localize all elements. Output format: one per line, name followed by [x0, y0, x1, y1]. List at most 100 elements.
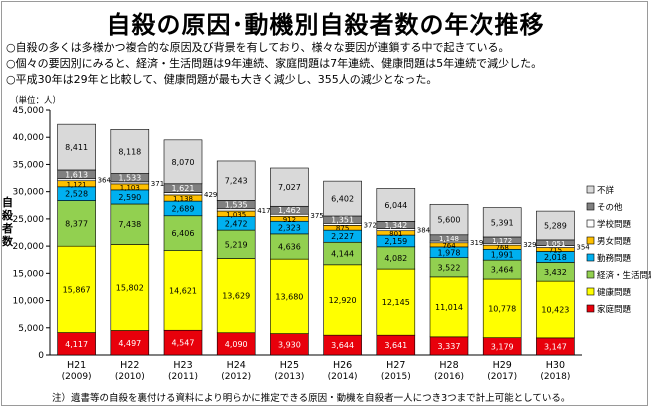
bar-segment [163, 139, 203, 185]
bar-segment [110, 129, 150, 174]
data-label: 14,621 [169, 286, 197, 295]
bar-segment [429, 276, 469, 338]
data-label: 3,644 [331, 341, 354, 350]
data-label: 2,472 [225, 219, 248, 228]
bar-segment [110, 330, 150, 356]
x-tick-label: (2009) [62, 372, 92, 382]
x-tick-label: H21 [67, 360, 86, 371]
summary-bullets: ○自殺の多くは多様かつ複合的な原因及び背景を有しており、様々な要因が連鎖する中で… [6, 40, 542, 88]
data-label: 7,243 [225, 177, 248, 186]
x-tick-label: (2011) [168, 372, 198, 382]
x-tick-label: H25 [280, 360, 299, 371]
data-label: 4,636 [278, 243, 301, 252]
data-label: 12,920 [329, 296, 357, 305]
data-label: 1,051 [545, 240, 565, 248]
data-label: 12,145 [382, 298, 410, 307]
data-label: 1,978 [438, 248, 461, 257]
x-tick-label: (2013) [274, 372, 304, 382]
bar-segment [323, 264, 362, 336]
x-tick-label: H30 [546, 360, 565, 371]
data-label: 5,289 [544, 222, 567, 231]
data-label: 1,342 [384, 221, 407, 230]
footnote: 注）遺書等の自殺を裏付ける資料により明らかに推定できる原因・動機を自殺者一人につ… [52, 393, 571, 404]
y-tick-label: 15,000 [13, 269, 45, 279]
bullet-2: ○個々の要因別にみると、経済・生活問題は9年連続、家庭問題は7年連続、健康問題は… [6, 57, 543, 70]
legend-swatch [586, 270, 595, 279]
data-label: 2,689 [172, 204, 195, 213]
bar-segment [57, 245, 96, 333]
data-label: 1,148 [439, 235, 459, 243]
x-tick-label: (2012) [221, 372, 251, 382]
data-label: 3,179 [491, 342, 514, 351]
x-tick-label: (2015) [381, 372, 411, 382]
legend-label: 男女問題 [597, 236, 632, 247]
data-label: 3,337 [438, 342, 461, 351]
bullet-1: ○自殺の多くは多様かつ複合的な原因及び背景を有しており、様々な要因が連鎖する中で… [6, 41, 510, 54]
data-label: 5,391 [491, 218, 514, 227]
bar-segment [270, 167, 309, 207]
data-label: 5,219 [225, 240, 248, 249]
bar-segment [110, 203, 150, 245]
legend-label: 学校問題 [597, 219, 632, 230]
data-label: 417 [257, 207, 270, 215]
data-label: 11,014 [435, 303, 463, 312]
bar-segment [163, 215, 203, 251]
data-label: 4,144 [331, 250, 354, 259]
data-label: 8,070 [172, 158, 195, 167]
page-title: 自殺の原因･動機別自殺者数の年次推移 [106, 11, 545, 39]
legend-swatch [586, 219, 595, 228]
legend-swatch [586, 304, 595, 313]
bar-segment [216, 229, 256, 259]
bar-segment [323, 180, 362, 217]
data-label: 6,044 [384, 201, 407, 210]
data-label: 8,411 [65, 143, 88, 152]
legend-label: その他 [597, 202, 623, 213]
data-label: 801 [389, 230, 402, 238]
data-label: 2,159 [384, 237, 407, 246]
bar-segment [536, 210, 575, 241]
legend-label: 家庭問題 [597, 304, 632, 315]
x-tick-label: (2018) [540, 372, 570, 382]
data-label: 375 [310, 212, 323, 220]
x-tick-label: (2016) [434, 372, 464, 382]
data-label: 6,402 [331, 195, 354, 204]
data-label: 13,680 [275, 292, 303, 301]
data-label: 2,590 [118, 193, 141, 202]
y-axis-label-char: 自 [2, 195, 13, 209]
data-label: 2,528 [65, 190, 88, 199]
x-tick-label: H22 [120, 360, 139, 371]
data-label: 319 [470, 239, 483, 247]
x-tick-label: (2017) [487, 372, 517, 382]
data-label: 2,018 [544, 253, 567, 262]
data-label: 768 [496, 244, 509, 252]
legend-swatch [586, 287, 595, 296]
data-label: 15,802 [116, 283, 144, 292]
y-tick-label: 10,000 [13, 297, 45, 307]
y-tick-label: 0 [38, 351, 44, 361]
y-axis-label-char: 者 [1, 221, 13, 235]
data-label: 354 [576, 244, 590, 252]
legend-swatch [586, 185, 595, 194]
data-label: 5,600 [438, 216, 461, 225]
bar-segment [376, 188, 416, 222]
bar-segment [482, 207, 522, 238]
data-label: 1,138 [173, 195, 193, 203]
bullet-3: ○平成30年は29年と比較して、健康問題が最も大きく減少し、355人の減少となっ… [6, 73, 438, 86]
data-label: 8,118 [118, 147, 141, 156]
data-label: 715 [549, 247, 562, 255]
legend-swatch [586, 202, 595, 211]
data-label: 15,867 [63, 285, 91, 294]
data-label: 1,351 [331, 216, 354, 225]
legend-label: 勤務問題 [597, 253, 632, 264]
data-label: 2,227 [331, 232, 354, 241]
data-label: 1,533 [118, 174, 141, 183]
data-label: 1,172 [492, 237, 512, 245]
data-label: 372 [364, 221, 377, 229]
data-label: 4,090 [225, 340, 248, 349]
x-tick-label: H23 [173, 360, 192, 371]
y-tick-label: 20,000 [13, 242, 45, 252]
x-tick-label: H29 [493, 360, 512, 371]
data-label: 3,464 [491, 266, 514, 275]
data-label: 8,377 [65, 219, 88, 228]
x-tick-label: H26 [333, 360, 352, 371]
